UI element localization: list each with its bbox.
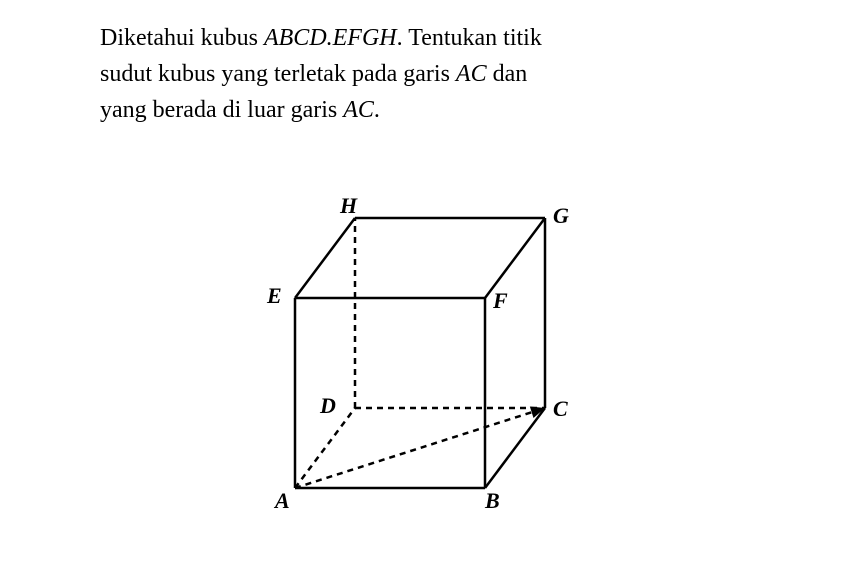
edge-HE (295, 218, 355, 298)
vertex-label-F: F (493, 288, 508, 314)
vertex-label-G: G (553, 203, 569, 229)
q-italic-1: ABCD.EFGH (264, 25, 397, 51)
q-italic-3: AC (343, 97, 374, 123)
vertex-label-A: A (275, 488, 290, 514)
q-italic-2: AC (456, 61, 487, 87)
vertex-label-E: E (267, 283, 282, 309)
q-text-2: . Tentukan titik (397, 25, 542, 51)
q-text-3: sudut kubus yang terletak pada garis (100, 61, 456, 87)
vertex-label-H: H (340, 193, 357, 219)
diagonal-AC (295, 408, 545, 488)
question-text: Diketahui kubus ABCD.EFGH. Tentukan titi… (100, 20, 750, 128)
q-text-5: yang berada di luar garis (100, 97, 343, 123)
cube-svg (175, 168, 675, 518)
vertex-label-B: B (485, 488, 500, 514)
edge-FG (485, 218, 545, 298)
q-text-6: . (374, 97, 380, 123)
vertex-label-C: C (553, 396, 568, 422)
vertex-label-D: D (320, 393, 336, 419)
edge-BC (485, 408, 545, 488)
q-text-4: dan (487, 61, 528, 87)
cube-diagram: A B C D E F G H (175, 168, 675, 518)
edge-AD (295, 408, 355, 488)
q-text-1: Diketahui kubus (100, 25, 264, 51)
